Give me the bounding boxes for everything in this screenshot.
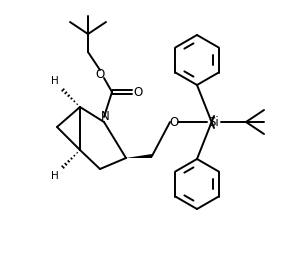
- Text: O: O: [169, 116, 179, 129]
- Text: N: N: [101, 110, 109, 123]
- Text: O: O: [95, 68, 105, 80]
- Text: H: H: [51, 171, 59, 181]
- Text: O: O: [133, 86, 143, 99]
- Polygon shape: [126, 154, 152, 158]
- Text: H: H: [51, 76, 59, 86]
- Text: Si: Si: [209, 116, 219, 129]
